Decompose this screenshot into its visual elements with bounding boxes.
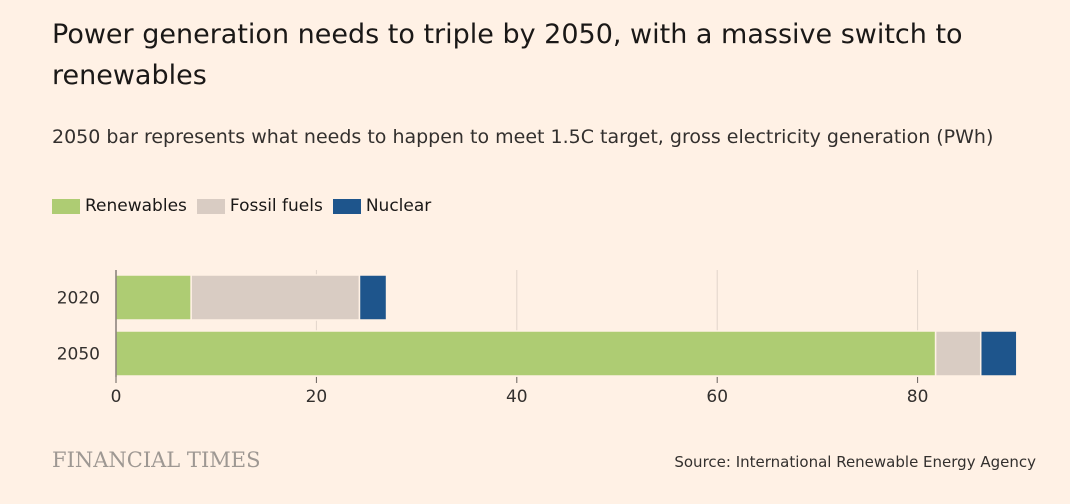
bar-2050-renewables [115,330,937,377]
legend-item-renewables: Renewables [52,196,187,216]
legend-swatch-nuclear [332,198,361,214]
x-tick-label-0: 0 [111,387,122,407]
bar-2020-renewables [115,274,192,321]
chart-subtitle: 2050 bar represents what needs to happen… [52,126,994,148]
bar-chart: 2020 2050 0 20 40 60 80 [57,270,1018,407]
legend-label-renewables: Renewables [85,196,187,216]
legend-label-fossil-fuels: Fossil fuels [229,196,323,216]
bar-2020-nuclear [358,274,388,321]
bar-2020-fossil-fuels [190,274,361,321]
legend-label-nuclear: Nuclear [365,196,432,216]
x-tick-label-40: 40 [506,387,528,407]
legend: Renewables Fossil fuels Nuclear [52,196,441,216]
legend-swatch-renewables [52,198,80,214]
chart-title: Power generation needs to triple by 2050… [52,19,963,91]
category-label-2020: 2020 [57,289,100,309]
legend-item-fossil-fuels: Fossil fuels [196,196,323,216]
source-note: Source: International Renewable Energy A… [674,453,1036,471]
ft-logo: FINANCIAL TIMES [52,448,261,472]
bar-2050-nuclear [979,330,1018,377]
x-tick-label-80: 80 [907,387,929,407]
category-label-2050: 2050 [57,345,100,365]
bar-2050-fossil-fuels [934,330,982,377]
x-tick-label-60: 60 [706,387,728,407]
legend-swatch-fossil-fuels [196,198,225,214]
legend-item-nuclear: Nuclear [332,196,432,216]
x-tick-label-20: 20 [306,387,328,407]
